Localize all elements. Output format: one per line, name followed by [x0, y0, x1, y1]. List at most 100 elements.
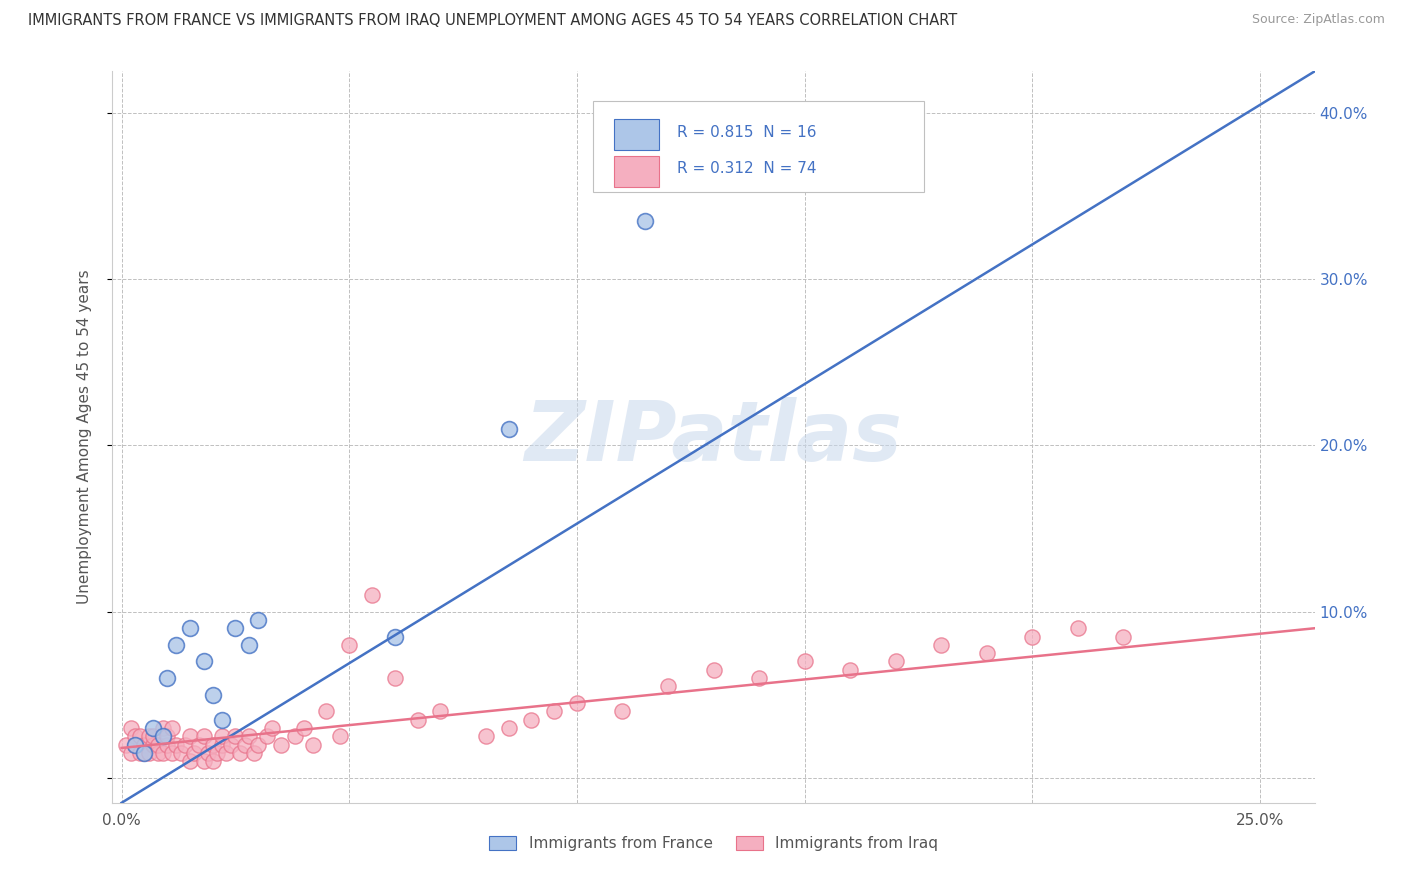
Point	[256, 729, 278, 743]
Point	[1067, 621, 1090, 635]
Point	[160, 746, 183, 760]
Point	[224, 729, 246, 743]
Point	[156, 738, 179, 752]
Point	[142, 738, 165, 752]
Point	[146, 738, 169, 752]
Point	[238, 729, 260, 743]
Point	[301, 738, 323, 752]
Point	[406, 713, 429, 727]
Point	[565, 696, 588, 710]
Point	[165, 738, 187, 752]
Point	[142, 729, 165, 743]
Point	[120, 721, 142, 735]
Text: ZIPatlas: ZIPatlas	[524, 397, 903, 477]
Point	[284, 729, 307, 743]
Point	[1021, 630, 1043, 644]
Point	[193, 655, 215, 669]
Point	[634, 214, 657, 228]
Point	[179, 754, 201, 768]
Point	[260, 721, 283, 735]
Point	[748, 671, 770, 685]
Point	[179, 621, 201, 635]
Text: IMMIGRANTS FROM FRANCE VS IMMIGRANTS FROM IRAQ UNEMPLOYMENT AMONG AGES 45 TO 54 : IMMIGRANTS FROM FRANCE VS IMMIGRANTS FRO…	[28, 13, 957, 29]
Point	[429, 705, 451, 719]
Point	[124, 738, 146, 752]
Point	[201, 738, 224, 752]
Point	[128, 746, 150, 760]
Point	[224, 621, 246, 635]
Point	[229, 746, 252, 760]
Point	[1112, 630, 1135, 644]
Point	[201, 754, 224, 768]
Point	[170, 746, 193, 760]
Point	[138, 746, 160, 760]
Point	[146, 746, 169, 760]
Point	[247, 613, 270, 627]
Point	[247, 738, 270, 752]
Point	[238, 638, 260, 652]
Point	[211, 738, 233, 752]
Text: R = 0.312  N = 74: R = 0.312 N = 74	[678, 161, 817, 176]
Point	[211, 713, 233, 727]
Point	[193, 729, 215, 743]
Point	[156, 729, 179, 743]
Y-axis label: Unemployment Among Ages 45 to 54 years: Unemployment Among Ages 45 to 54 years	[77, 269, 91, 605]
Point	[115, 738, 138, 752]
Point	[134, 738, 156, 752]
Point	[142, 721, 165, 735]
Point	[384, 671, 406, 685]
Text: R = 0.815  N = 16: R = 0.815 N = 16	[678, 125, 817, 139]
Point	[976, 646, 998, 660]
Point	[120, 746, 142, 760]
Point	[174, 738, 197, 752]
Point	[233, 738, 256, 752]
Point	[793, 655, 815, 669]
FancyBboxPatch shape	[593, 101, 924, 192]
Legend: Immigrants from France, Immigrants from Iraq: Immigrants from France, Immigrants from …	[482, 830, 945, 857]
Point	[124, 738, 146, 752]
Point	[337, 638, 360, 652]
Point	[839, 663, 862, 677]
Point	[612, 705, 634, 719]
Point	[657, 680, 679, 694]
Point	[188, 738, 211, 752]
Point	[152, 746, 174, 760]
Point	[152, 729, 174, 743]
Point	[152, 721, 174, 735]
Point	[329, 729, 352, 743]
Point	[315, 705, 337, 719]
Point	[498, 721, 520, 735]
Point	[165, 638, 187, 652]
Point	[128, 729, 150, 743]
Point	[134, 746, 156, 760]
Point	[498, 422, 520, 436]
Point	[160, 721, 183, 735]
Point	[138, 729, 160, 743]
Point	[292, 721, 315, 735]
Point	[884, 655, 907, 669]
Point	[219, 738, 242, 752]
Point	[179, 729, 201, 743]
Point	[475, 729, 498, 743]
Point	[270, 738, 292, 752]
Point	[197, 746, 219, 760]
Point	[124, 729, 146, 743]
Point	[384, 630, 406, 644]
Point	[134, 746, 156, 760]
Point	[702, 663, 725, 677]
Point	[520, 713, 543, 727]
Bar	[614, 156, 659, 187]
Point	[193, 754, 215, 768]
Bar	[614, 120, 659, 151]
Point	[215, 746, 238, 760]
Point	[242, 746, 264, 760]
Point	[156, 671, 179, 685]
Point	[205, 746, 228, 760]
Text: Source: ZipAtlas.com: Source: ZipAtlas.com	[1251, 13, 1385, 27]
Point	[183, 746, 205, 760]
Point	[361, 588, 384, 602]
Point	[211, 729, 233, 743]
Point	[929, 638, 952, 652]
Point	[543, 705, 565, 719]
Point	[201, 688, 224, 702]
